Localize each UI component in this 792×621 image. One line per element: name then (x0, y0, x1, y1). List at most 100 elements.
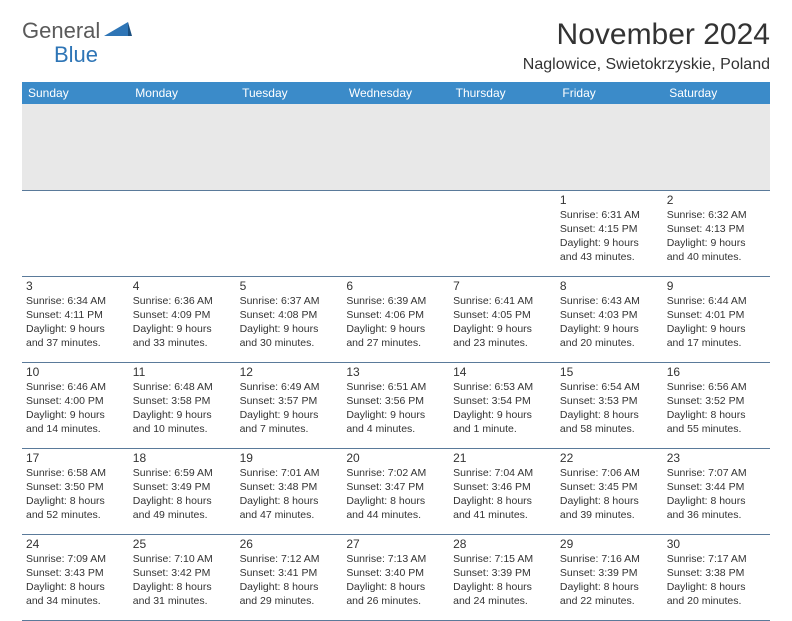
sunset-text: Sunset: 3:52 PM (667, 394, 766, 408)
daylight-text: Daylight: 9 hours and 33 minutes. (133, 322, 232, 350)
daylight-text: Daylight: 9 hours and 43 minutes. (560, 236, 659, 264)
week-row: 17Sunrise: 6:58 AMSunset: 3:50 PMDayligh… (22, 448, 770, 534)
day-number: 19 (240, 451, 339, 465)
day-info: Sunrise: 7:07 AMSunset: 3:44 PMDaylight:… (667, 466, 766, 523)
day-number: 5 (240, 279, 339, 293)
daylight-text: Daylight: 8 hours and 55 minutes. (667, 408, 766, 436)
day-number: 23 (667, 451, 766, 465)
daylight-text: Daylight: 8 hours and 31 minutes. (133, 580, 232, 608)
day-header: Saturday (663, 82, 770, 104)
day-info: Sunrise: 7:12 AMSunset: 3:41 PMDaylight:… (240, 552, 339, 609)
day-cell: 24Sunrise: 7:09 AMSunset: 3:43 PMDayligh… (22, 534, 129, 620)
day-info: Sunrise: 6:36 AMSunset: 4:09 PMDaylight:… (133, 294, 232, 351)
day-number: 30 (667, 537, 766, 551)
day-info: Sunrise: 6:49 AMSunset: 3:57 PMDaylight:… (240, 380, 339, 437)
week-row: 3Sunrise: 6:34 AMSunset: 4:11 PMDaylight… (22, 276, 770, 362)
sunset-text: Sunset: 3:42 PM (133, 566, 232, 580)
sunrise-text: Sunrise: 7:15 AM (453, 552, 552, 566)
day-info: Sunrise: 7:17 AMSunset: 3:38 PMDaylight:… (667, 552, 766, 609)
sunrise-text: Sunrise: 7:10 AM (133, 552, 232, 566)
daylight-text: Daylight: 8 hours and 49 minutes. (133, 494, 232, 522)
sunrise-text: Sunrise: 7:13 AM (346, 552, 445, 566)
daylight-text: Daylight: 8 hours and 39 minutes. (560, 494, 659, 522)
sunrise-text: Sunrise: 6:37 AM (240, 294, 339, 308)
sunset-text: Sunset: 4:13 PM (667, 222, 766, 236)
sunrise-text: Sunrise: 6:34 AM (26, 294, 125, 308)
sunrise-text: Sunrise: 6:58 AM (26, 466, 125, 480)
sunrise-text: Sunrise: 7:06 AM (560, 466, 659, 480)
day-number: 21 (453, 451, 552, 465)
sunset-text: Sunset: 3:56 PM (346, 394, 445, 408)
sunset-text: Sunset: 3:54 PM (453, 394, 552, 408)
day-cell: 4Sunrise: 6:36 AMSunset: 4:09 PMDaylight… (129, 276, 236, 362)
sunrise-text: Sunrise: 7:16 AM (560, 552, 659, 566)
day-number: 1 (560, 193, 659, 207)
day-cell: 1Sunrise: 6:31 AMSunset: 4:15 PMDaylight… (556, 190, 663, 276)
sunset-text: Sunset: 4:06 PM (346, 308, 445, 322)
logo: General Blue (22, 18, 132, 44)
sunset-text: Sunset: 3:58 PM (133, 394, 232, 408)
day-info: Sunrise: 7:01 AMSunset: 3:48 PMDaylight:… (240, 466, 339, 523)
day-cell: 10Sunrise: 6:46 AMSunset: 4:00 PMDayligh… (22, 362, 129, 448)
day-info: Sunrise: 6:43 AMSunset: 4:03 PMDaylight:… (560, 294, 659, 351)
day-info: Sunrise: 6:37 AMSunset: 4:08 PMDaylight:… (240, 294, 339, 351)
day-cell: 3Sunrise: 6:34 AMSunset: 4:11 PMDaylight… (22, 276, 129, 362)
daylight-text: Daylight: 8 hours and 20 minutes. (667, 580, 766, 608)
day-cell: 27Sunrise: 7:13 AMSunset: 3:40 PMDayligh… (342, 534, 449, 620)
day-number: 18 (133, 451, 232, 465)
day-number: 16 (667, 365, 766, 379)
day-header-row: Sunday Monday Tuesday Wednesday Thursday… (22, 82, 770, 104)
sunrise-text: Sunrise: 7:01 AM (240, 466, 339, 480)
day-number: 4 (133, 279, 232, 293)
daylight-text: Daylight: 9 hours and 20 minutes. (560, 322, 659, 350)
day-cell: 25Sunrise: 7:10 AMSunset: 3:42 PMDayligh… (129, 534, 236, 620)
sunset-text: Sunset: 3:48 PM (240, 480, 339, 494)
sunrise-text: Sunrise: 6:51 AM (346, 380, 445, 394)
sunset-text: Sunset: 3:49 PM (133, 480, 232, 494)
sunrise-text: Sunrise: 6:46 AM (26, 380, 125, 394)
sunrise-text: Sunrise: 6:56 AM (667, 380, 766, 394)
day-info: Sunrise: 6:41 AMSunset: 4:05 PMDaylight:… (453, 294, 552, 351)
day-cell: 23Sunrise: 7:07 AMSunset: 3:44 PMDayligh… (663, 448, 770, 534)
day-cell (236, 190, 343, 276)
day-cell: 26Sunrise: 7:12 AMSunset: 3:41 PMDayligh… (236, 534, 343, 620)
day-cell: 20Sunrise: 7:02 AMSunset: 3:47 PMDayligh… (342, 448, 449, 534)
day-cell: 11Sunrise: 6:48 AMSunset: 3:58 PMDayligh… (129, 362, 236, 448)
day-number: 3 (26, 279, 125, 293)
day-info: Sunrise: 6:48 AMSunset: 3:58 PMDaylight:… (133, 380, 232, 437)
daylight-text: Daylight: 8 hours and 41 minutes. (453, 494, 552, 522)
day-cell: 18Sunrise: 6:59 AMSunset: 3:49 PMDayligh… (129, 448, 236, 534)
sunset-text: Sunset: 4:15 PM (560, 222, 659, 236)
sunset-text: Sunset: 3:38 PM (667, 566, 766, 580)
sunrise-text: Sunrise: 7:09 AM (26, 552, 125, 566)
daylight-text: Daylight: 8 hours and 29 minutes. (240, 580, 339, 608)
day-cell: 28Sunrise: 7:15 AMSunset: 3:39 PMDayligh… (449, 534, 556, 620)
week-row: 10Sunrise: 6:46 AMSunset: 4:00 PMDayligh… (22, 362, 770, 448)
day-number: 15 (560, 365, 659, 379)
sunset-text: Sunset: 3:39 PM (560, 566, 659, 580)
day-cell: 7Sunrise: 6:41 AMSunset: 4:05 PMDaylight… (449, 276, 556, 362)
day-cell: 29Sunrise: 7:16 AMSunset: 3:39 PMDayligh… (556, 534, 663, 620)
sunrise-text: Sunrise: 6:49 AM (240, 380, 339, 394)
sunset-text: Sunset: 3:39 PM (453, 566, 552, 580)
spacer-row (22, 104, 770, 190)
sunrise-text: Sunrise: 6:39 AM (346, 294, 445, 308)
daylight-text: Daylight: 9 hours and 1 minute. (453, 408, 552, 436)
daylight-text: Daylight: 8 hours and 34 minutes. (26, 580, 125, 608)
sunset-text: Sunset: 3:45 PM (560, 480, 659, 494)
day-number: 26 (240, 537, 339, 551)
daylight-text: Daylight: 8 hours and 22 minutes. (560, 580, 659, 608)
day-cell (449, 190, 556, 276)
day-cell: 21Sunrise: 7:04 AMSunset: 3:46 PMDayligh… (449, 448, 556, 534)
day-info: Sunrise: 7:09 AMSunset: 3:43 PMDaylight:… (26, 552, 125, 609)
sunset-text: Sunset: 4:11 PM (26, 308, 125, 322)
daylight-text: Daylight: 8 hours and 47 minutes. (240, 494, 339, 522)
day-cell: 5Sunrise: 6:37 AMSunset: 4:08 PMDaylight… (236, 276, 343, 362)
day-info: Sunrise: 6:34 AMSunset: 4:11 PMDaylight:… (26, 294, 125, 351)
sunset-text: Sunset: 3:46 PM (453, 480, 552, 494)
day-number: 22 (560, 451, 659, 465)
day-cell (22, 190, 129, 276)
day-cell: 2Sunrise: 6:32 AMSunset: 4:13 PMDaylight… (663, 190, 770, 276)
day-cell: 12Sunrise: 6:49 AMSunset: 3:57 PMDayligh… (236, 362, 343, 448)
sunrise-text: Sunrise: 6:53 AM (453, 380, 552, 394)
